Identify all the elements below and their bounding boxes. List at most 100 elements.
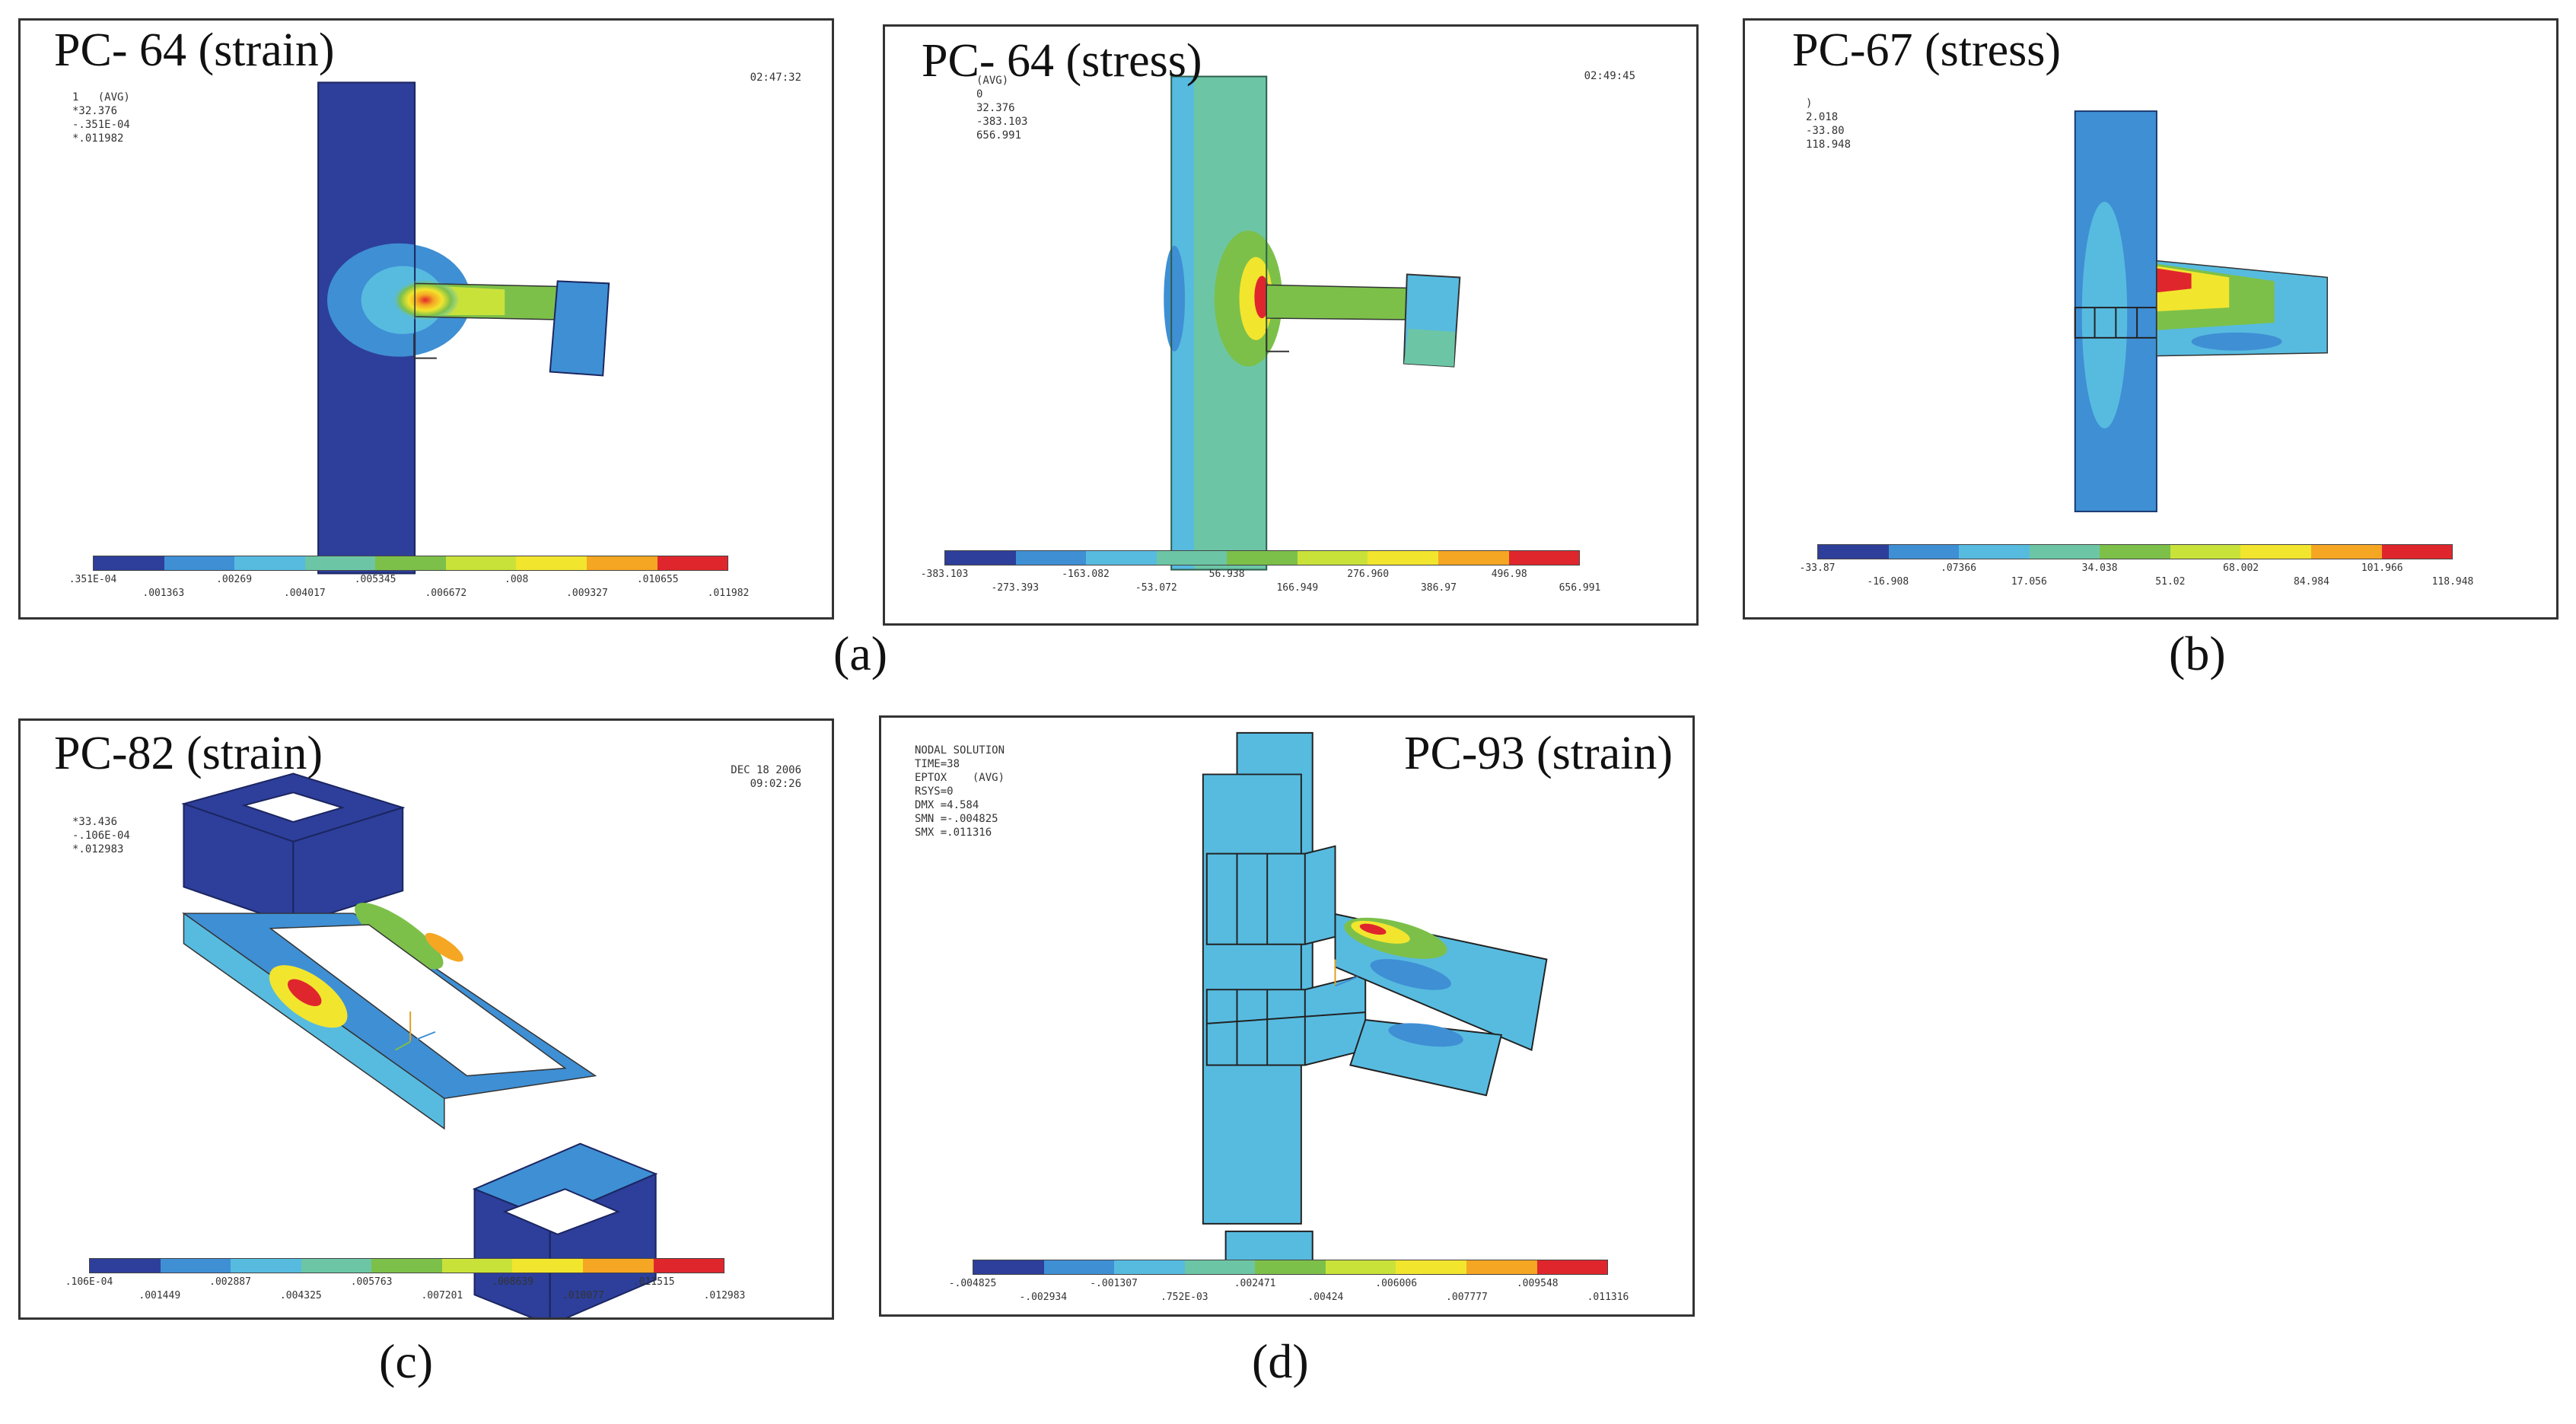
panel-pc82-strain: PC-82 (strain) *33.436 -.106E-04 *.01298…	[18, 718, 834, 1320]
legend-tick-label: 68.002	[2223, 562, 2259, 574]
legend-tick-label: -33.87	[1799, 562, 1836, 574]
legend-tick-label: .005763	[350, 1276, 393, 1288]
legend-color-band	[1325, 1260, 1396, 1274]
caption-a: (a)	[833, 626, 888, 680]
panel-pc93-strain: PC-93 (strain) NODAL SOLUTION TIME=38 EP…	[879, 715, 1695, 1317]
panel-pc64-stress: PC- 64 (stress) (AVG) 0 32.376 -383.103 …	[883, 24, 1699, 626]
panel-pc67-stress: PC-67 (stress) ) 2.018 -33.80 118.948 -3…	[1743, 18, 2558, 620]
legend-color-bar	[944, 550, 1580, 565]
legend-color-band	[371, 1259, 442, 1273]
legend-tick-label: .351E-04	[68, 574, 117, 585]
legend-color-band	[1297, 551, 1368, 565]
legend-tick-label: .006006	[1375, 1278, 1418, 1289]
legend-color-band	[1888, 545, 1960, 559]
legend-color-band	[1227, 551, 1298, 565]
legend-tick-label: .006672	[425, 588, 467, 599]
legend-color-band	[2240, 545, 2311, 559]
legend-color-band	[582, 1259, 654, 1273]
legend-color-band	[653, 1259, 724, 1273]
legend-color-band	[2100, 545, 2170, 559]
legend-color-band	[445, 556, 517, 570]
panel-title: PC-67 (stress)	[1792, 24, 2062, 76]
legend-color-band	[657, 556, 728, 570]
legend-color-band	[1043, 1260, 1115, 1274]
legend-tick-label: 656.991	[1559, 582, 1601, 594]
legend-color-band	[1015, 551, 1087, 565]
legend-color-band	[94, 556, 164, 570]
legend-tick-label: -163.082	[1062, 569, 1110, 580]
panel-title: PC-93 (strain)	[1403, 728, 1673, 779]
legend-color-band	[1114, 1260, 1185, 1274]
legend-tick-label: .011515	[632, 1276, 675, 1288]
legend-color-band	[586, 556, 658, 570]
legend-tick-label: .011316	[1587, 1292, 1629, 1303]
legend-color-band	[1466, 1260, 1537, 1274]
color-legend: .351E-04 .001363 .00269 .004017 .005345 .0066…	[69, 556, 749, 607]
legend-color-band	[516, 556, 587, 570]
legend-tick-label: .012983	[703, 1290, 746, 1301]
legend-color-band	[1156, 551, 1228, 565]
panel-title: PC- 64 (strain)	[54, 24, 335, 76]
legend-tick-label: .004017	[283, 588, 326, 599]
legend-color-band	[2381, 545, 2453, 559]
color-legend: .106E-04 .001449 .002887 .004325 .005763 .007…	[65, 1258, 745, 1310]
color-legend: -33.87 -16.908 .07366 17.056 34.038 51.02 68.0…	[1800, 544, 2473, 596]
legend-color-band	[2170, 545, 2241, 559]
panel-title: PC-82 (strain)	[54, 728, 323, 779]
legend-color-band	[1959, 545, 2030, 559]
legend-tick-label: .07366	[1941, 562, 1977, 574]
legend-tick-label: .011982	[707, 588, 750, 599]
legend-color-band	[160, 1259, 231, 1273]
legend-color-band	[1396, 1260, 1466, 1274]
legend-tick-label: .005345	[354, 574, 396, 585]
legend-tick-label: -.002934	[1019, 1292, 1068, 1303]
legend-color-band	[1184, 1260, 1256, 1274]
legend-color-band	[512, 1259, 583, 1273]
legend-tick-label: .106E-04	[65, 1276, 113, 1288]
legend-tick-label: .010077	[562, 1290, 604, 1301]
legend-color-bar	[1817, 544, 2453, 559]
result-info: *33.436 -.106E-04 *.012983	[72, 816, 130, 855]
legend-tick-label: .007201	[421, 1290, 463, 1301]
legend-tick-label: .00424	[1307, 1292, 1344, 1303]
legend-tick-label: .752E-03	[1161, 1292, 1208, 1303]
legend-color-band	[1086, 551, 1157, 565]
legend-color-band	[945, 551, 1016, 565]
panel-title: PC- 64 (stress)	[922, 35, 1202, 87]
fea-contour-plot	[1202, 731, 1548, 1263]
legend-tick-label: -273.393	[991, 582, 1040, 594]
legend-color-band	[1818, 545, 1889, 559]
legend-color-band	[304, 556, 376, 570]
legend-tick-label: 51.02	[2155, 576, 2186, 588]
legend-tick-label: 276.960	[1347, 569, 1390, 580]
color-legend: -383.103 -273.393 -163.082 -53.072 56.938 166…	[921, 550, 1600, 602]
result-info: 1 (AVG) *32.376 -.351E-04 *.011982	[72, 91, 130, 145]
legend-color-band	[301, 1259, 372, 1273]
legend-color-band	[1508, 551, 1580, 565]
legend-color-band	[973, 1260, 1044, 1274]
legend-tick-label: .009327	[566, 588, 608, 599]
legend-color-band	[2310, 545, 2382, 559]
fea-contour-plot	[2074, 110, 2328, 513]
legend-color-bar	[973, 1260, 1608, 1275]
legend-color-band	[375, 556, 446, 570]
legend-color-band	[1255, 1260, 1326, 1274]
legend-tick-label: 17.056	[2011, 576, 2047, 588]
legend-color-band	[2029, 545, 2100, 559]
legend-tick-label: .001449	[139, 1290, 181, 1301]
legend-tick-label: -.004825	[948, 1278, 997, 1289]
timestamp: DEC 18 2006 09:02:26	[731, 764, 801, 790]
caption-b: (b)	[2169, 626, 2226, 680]
legend-color-band	[90, 1259, 161, 1273]
legend-tick-label: .002887	[209, 1276, 251, 1288]
legend-tick-label: 496.98	[1491, 569, 1527, 580]
legend-tick-label: .007777	[1446, 1292, 1488, 1303]
legend-tick-label: .009548	[1516, 1278, 1559, 1289]
panel-pc64-strain: PC- 64 (strain) 1 (AVG) *32.376 -.351E-0…	[18, 18, 834, 620]
timestamp: 02:49:45	[1584, 70, 1635, 82]
legend-tick-label: 118.948	[2431, 576, 2474, 588]
caption-d: (d)	[1252, 1334, 1309, 1388]
legend-tick-label: .010655	[636, 574, 679, 585]
legend-tick-label: .004325	[279, 1290, 322, 1301]
legend-tick-label: 386.97	[1420, 582, 1457, 594]
